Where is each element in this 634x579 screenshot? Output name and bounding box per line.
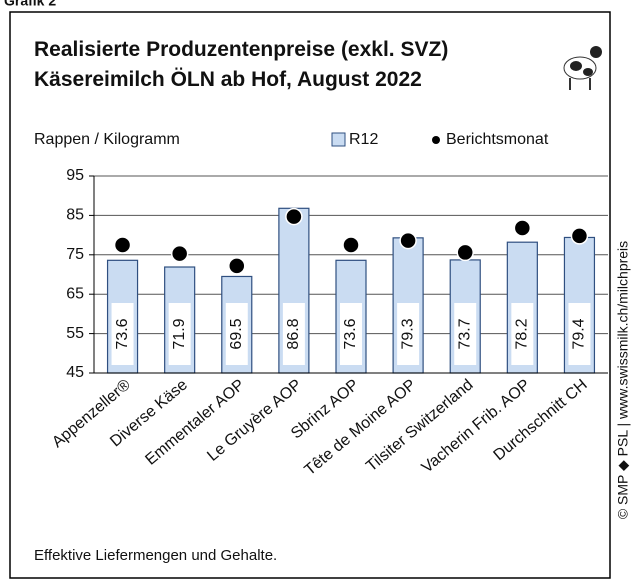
value-label-box [111, 303, 134, 365]
value-label: 78.2 [514, 318, 531, 349]
value-label-box [340, 303, 362, 365]
y-tick-label: 55 [66, 325, 84, 342]
legend-swatch [331, 132, 346, 147]
y-tick-label: 65 [66, 285, 84, 302]
value-label: 69.5 [228, 318, 245, 349]
legend-label: Berichtsmonat [446, 131, 549, 148]
dot [113, 236, 132, 254]
footnote: Effektive Liefermengen und Gehalte. [34, 547, 277, 564]
y-axis-label: Rappen / Kilogramm [34, 131, 180, 148]
dot [399, 231, 417, 250]
dot [228, 257, 246, 275]
dot [513, 219, 532, 237]
chart-title: Realisierte Produzentenpreise (exkl. SVZ… [34, 38, 448, 61]
frame [9, 11, 611, 579]
value-label: 73.6 [342, 318, 359, 349]
dot [570, 227, 589, 245]
y-tick-label: 95 [66, 167, 84, 184]
x-tick-label: Le Gruyère AOP [204, 376, 305, 464]
source: © SMP ◆ PSL | www.swissmilk.ch/milchprei… [615, 241, 631, 519]
value-label: 79.4 [571, 318, 588, 349]
dot [170, 244, 189, 263]
value-label-box [568, 303, 591, 365]
value-label-box [511, 303, 534, 365]
value-label: 71.9 [171, 318, 188, 349]
value-label: 73.7 [456, 318, 473, 349]
legend-swatch [432, 136, 440, 144]
dot [342, 236, 360, 254]
value-label-box [454, 303, 477, 365]
x-tick-label: Tête de Moine AOP [301, 376, 419, 479]
cow-icon [563, 46, 602, 90]
dot [456, 243, 474, 262]
value-label-box [225, 303, 248, 365]
value-label-box [168, 303, 191, 365]
chart-subtitle: Käsereimilch ÖLN ab Hof, August 2022 [34, 68, 422, 91]
x-tick-label: Vacherin Frib. AOP [419, 376, 534, 476]
y-tick-label: 75 [66, 246, 84, 263]
value-label: 79.3 [399, 318, 416, 349]
header: Grafik 2 [4, 0, 56, 9]
value-label-box [397, 303, 420, 365]
y-tick-label: 45 [66, 364, 84, 381]
value-label-box [282, 303, 305, 365]
value-label: 86.8 [285, 318, 302, 349]
value-label: 73.6 [114, 318, 131, 349]
dot [285, 207, 303, 226]
legend-label: R12 [349, 131, 378, 148]
x-tick-label: Tilsiter Switzerland [363, 376, 476, 475]
x-tick-label: Emmentaler AOP [142, 376, 248, 468]
y-tick-label: 85 [66, 207, 84, 224]
